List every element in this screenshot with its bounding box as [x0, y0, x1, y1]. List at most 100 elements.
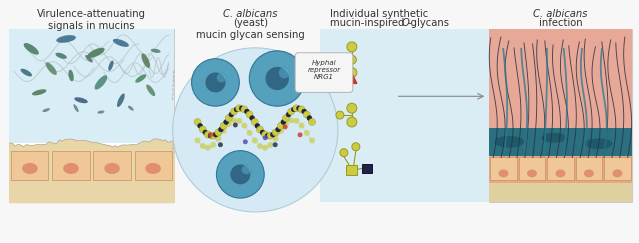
Text: Individual synthetic: Individual synthetic: [330, 9, 428, 19]
Circle shape: [278, 128, 284, 134]
Bar: [10, 29, 174, 202]
Ellipse shape: [68, 70, 73, 81]
Circle shape: [288, 108, 295, 115]
Circle shape: [348, 55, 357, 64]
Bar: [10, 29, 174, 143]
Ellipse shape: [98, 111, 104, 114]
Circle shape: [260, 130, 265, 135]
Ellipse shape: [141, 53, 150, 68]
Text: infection: infection: [539, 18, 582, 28]
Ellipse shape: [88, 48, 105, 58]
Circle shape: [279, 67, 289, 78]
Ellipse shape: [104, 163, 120, 174]
Circle shape: [281, 120, 286, 124]
Bar: [320, 29, 489, 202]
Ellipse shape: [494, 136, 524, 148]
Ellipse shape: [146, 85, 155, 96]
Circle shape: [352, 143, 360, 151]
Circle shape: [205, 145, 211, 151]
Bar: [346, 165, 357, 175]
Circle shape: [309, 119, 316, 125]
Circle shape: [347, 68, 357, 78]
Circle shape: [194, 119, 201, 125]
Ellipse shape: [63, 163, 79, 174]
Circle shape: [231, 117, 237, 123]
Circle shape: [282, 115, 289, 122]
Circle shape: [233, 122, 238, 127]
Circle shape: [307, 116, 312, 121]
Bar: [489, 29, 631, 202]
Circle shape: [247, 130, 252, 136]
Circle shape: [277, 122, 284, 129]
Ellipse shape: [145, 163, 161, 174]
Ellipse shape: [113, 39, 129, 47]
Circle shape: [226, 121, 232, 127]
Circle shape: [283, 121, 289, 127]
Circle shape: [286, 112, 291, 117]
Circle shape: [234, 107, 239, 112]
Ellipse shape: [73, 104, 79, 112]
Circle shape: [229, 112, 234, 117]
Bar: [547, 156, 574, 180]
Circle shape: [242, 123, 247, 129]
Circle shape: [241, 106, 248, 113]
Circle shape: [265, 133, 270, 138]
Ellipse shape: [42, 108, 50, 112]
Circle shape: [194, 138, 201, 143]
Ellipse shape: [151, 49, 160, 53]
Circle shape: [236, 118, 242, 124]
Circle shape: [252, 138, 258, 143]
Circle shape: [210, 142, 216, 148]
Circle shape: [267, 132, 274, 139]
Ellipse shape: [56, 53, 67, 59]
Circle shape: [293, 118, 300, 124]
Circle shape: [336, 111, 344, 119]
Circle shape: [203, 130, 208, 135]
Circle shape: [245, 109, 249, 114]
Circle shape: [230, 165, 250, 184]
Ellipse shape: [95, 75, 107, 90]
Text: Hyphal
repressor
NRG1: Hyphal repressor NRG1: [307, 60, 341, 80]
Circle shape: [204, 131, 212, 138]
Bar: [93, 151, 130, 180]
Circle shape: [262, 145, 268, 151]
Circle shape: [239, 106, 244, 111]
Circle shape: [208, 132, 213, 137]
Bar: [519, 156, 545, 180]
Circle shape: [296, 106, 302, 111]
Circle shape: [282, 124, 288, 130]
FancyBboxPatch shape: [295, 53, 353, 92]
Circle shape: [200, 143, 206, 149]
Bar: [489, 156, 631, 183]
Circle shape: [304, 111, 311, 118]
Circle shape: [263, 135, 268, 140]
Ellipse shape: [24, 43, 39, 55]
Ellipse shape: [585, 138, 612, 149]
Bar: [12, 151, 49, 180]
Circle shape: [298, 106, 305, 113]
Circle shape: [255, 123, 260, 128]
Circle shape: [192, 59, 240, 106]
Circle shape: [251, 119, 258, 125]
Circle shape: [250, 116, 255, 121]
Circle shape: [273, 136, 279, 142]
Circle shape: [270, 132, 275, 137]
Bar: [135, 151, 172, 180]
Circle shape: [273, 142, 278, 147]
Circle shape: [309, 138, 315, 143]
Ellipse shape: [135, 74, 146, 83]
Circle shape: [218, 142, 223, 147]
Bar: [489, 128, 631, 156]
Circle shape: [173, 48, 338, 212]
Circle shape: [219, 127, 224, 132]
Circle shape: [199, 126, 206, 133]
Bar: [576, 156, 602, 180]
Ellipse shape: [541, 133, 566, 143]
Ellipse shape: [128, 106, 134, 111]
Text: mucin-inspired: mucin-inspired: [330, 18, 408, 28]
Text: Core 1: Core 1: [364, 60, 402, 70]
Ellipse shape: [612, 169, 622, 177]
Circle shape: [217, 151, 265, 198]
Text: Core 1 + fucose: Core 1 + fucose: [364, 110, 447, 120]
Circle shape: [231, 108, 238, 115]
